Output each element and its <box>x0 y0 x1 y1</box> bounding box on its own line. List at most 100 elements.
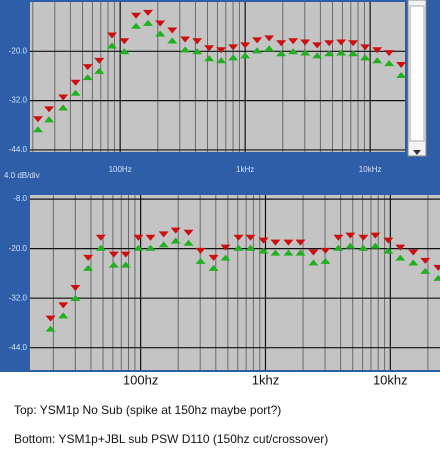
marker-low <box>345 242 356 249</box>
marker-high <box>228 44 239 51</box>
marker-low <box>258 247 269 254</box>
marker-low <box>106 42 117 49</box>
marker-high <box>120 251 131 258</box>
y-tick-label: -20.0 <box>9 244 28 253</box>
marker-low <box>276 50 287 57</box>
marker-high <box>108 251 119 258</box>
marker-low <box>195 257 206 264</box>
marker-low <box>283 249 294 256</box>
marker-low <box>220 254 231 261</box>
marker-low <box>32 126 43 133</box>
marker-high <box>70 79 81 86</box>
marker-high <box>145 234 156 241</box>
marker-high <box>383 237 394 244</box>
marker-high <box>384 50 395 57</box>
marker-low <box>155 30 166 37</box>
marker-high <box>45 315 56 322</box>
marker-high <box>312 42 323 49</box>
marker-low <box>360 54 371 61</box>
marker-low <box>142 19 153 26</box>
marker-low <box>131 22 142 29</box>
marker-low <box>264 45 275 52</box>
marker-high <box>372 47 383 54</box>
y-tick-label: -44.0 <box>9 145 28 154</box>
x-tick-label: 10kHz <box>359 165 382 174</box>
marker-low <box>383 247 394 254</box>
marker-high <box>82 64 93 71</box>
marker-low <box>288 48 299 55</box>
marker-high <box>32 116 43 123</box>
y-tick-label: -32.0 <box>9 293 28 302</box>
marker-low <box>216 57 227 64</box>
marker-low <box>167 37 178 44</box>
marker-low <box>324 50 335 57</box>
marker-low <box>320 257 331 264</box>
marker-low <box>336 49 347 56</box>
marker-high <box>180 36 191 43</box>
marker-high <box>106 32 117 39</box>
marker-low <box>133 244 144 251</box>
marker-low <box>308 259 319 266</box>
marker-high <box>348 40 359 47</box>
marker-low <box>295 249 306 256</box>
marker-high <box>58 302 69 309</box>
marker-low <box>82 74 93 81</box>
marker-low <box>312 52 323 59</box>
marker-low <box>348 50 359 57</box>
marker-high <box>396 62 407 69</box>
y-tick-label: -44.0 <box>9 343 28 352</box>
marker-low <box>158 241 169 248</box>
marker-low <box>433 274 440 281</box>
marker-high <box>192 38 203 45</box>
marker-low <box>395 254 406 261</box>
marker-high <box>264 35 275 42</box>
marker-high <box>142 9 153 16</box>
marker-low <box>420 267 431 274</box>
marker-low <box>204 55 215 62</box>
marker-low <box>120 261 131 268</box>
marker-high <box>252 37 263 44</box>
x-tick-label: 100hz <box>123 372 158 387</box>
marker-low <box>180 46 191 53</box>
marker-high <box>58 94 69 101</box>
marker-low <box>183 239 194 246</box>
marker-high <box>300 39 311 46</box>
marker-low <box>240 52 251 59</box>
marker-high <box>333 234 344 241</box>
x-tick-label: 1khz <box>252 372 279 387</box>
marker-high <box>158 231 169 238</box>
marker-low <box>408 259 419 266</box>
marker-high <box>295 239 306 246</box>
marker-high <box>283 239 294 246</box>
marker-high <box>216 47 227 54</box>
marker-low <box>358 244 369 251</box>
marker-high <box>208 254 219 261</box>
marker-low <box>170 237 181 244</box>
marker-low <box>70 89 81 96</box>
y-tick-label: -32.0 <box>9 96 28 105</box>
y-tick-label: -8.0 <box>13 194 27 203</box>
marker-low <box>372 57 383 64</box>
scroll-arrow[interactable] <box>413 150 421 155</box>
marker-low <box>396 72 407 79</box>
marker-high <box>131 12 142 19</box>
marker-low <box>44 116 55 123</box>
marker-low <box>245 244 256 251</box>
marker-high <box>324 40 335 47</box>
marker-low <box>233 244 244 251</box>
marker-low <box>58 104 69 111</box>
marker-high <box>308 249 319 256</box>
caption: Bottom: YSM1p+JBL sub PSW D110 (150hz cu… <box>14 432 328 446</box>
scroll-thumb[interactable] <box>409 5 425 142</box>
marker-high <box>44 106 55 113</box>
marker-low <box>95 244 106 251</box>
x-tick-label: 100Hz <box>109 165 132 174</box>
x-tick-label: 1kHz <box>236 165 254 174</box>
marker-low <box>70 295 81 302</box>
plot-area <box>30 195 440 370</box>
marker-high <box>420 257 431 264</box>
marker-low <box>45 325 56 332</box>
marker-high <box>70 285 81 292</box>
marker-high <box>336 39 347 46</box>
marker-high <box>195 247 206 254</box>
